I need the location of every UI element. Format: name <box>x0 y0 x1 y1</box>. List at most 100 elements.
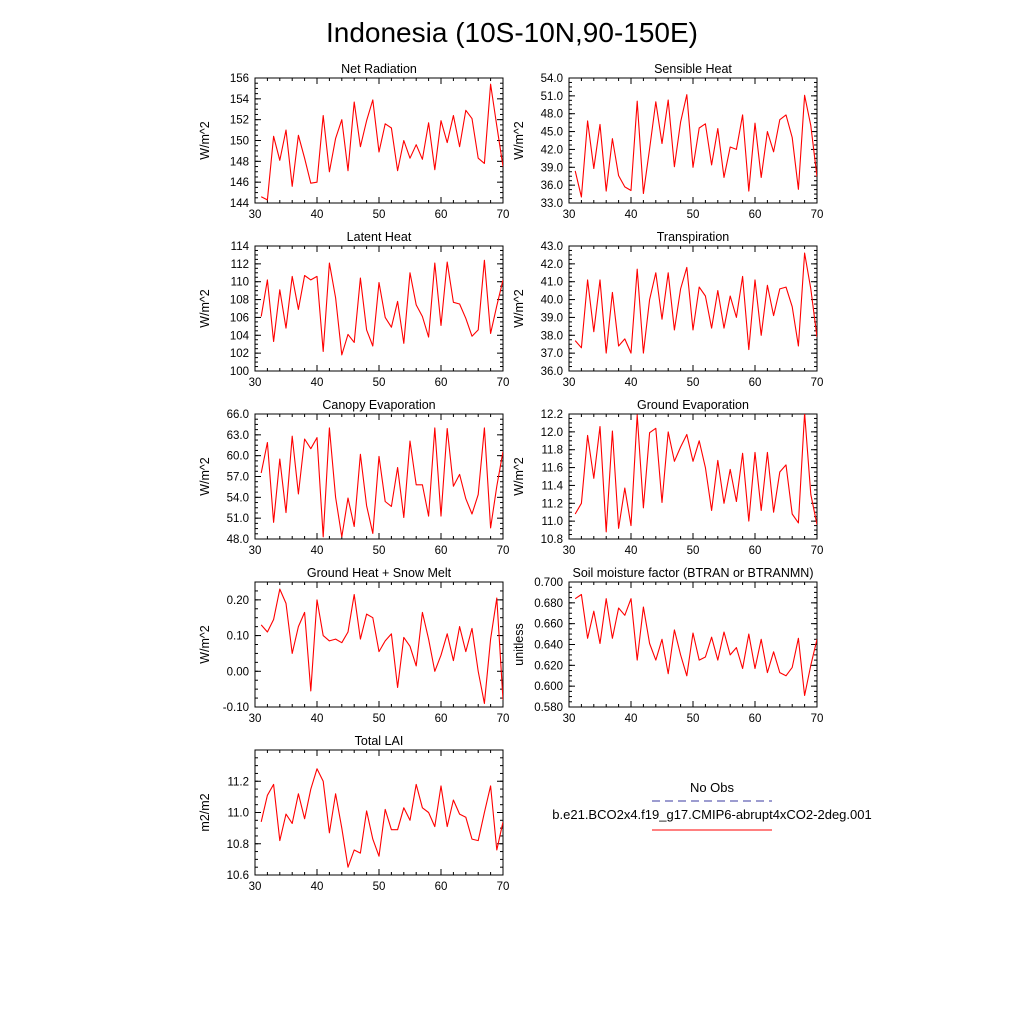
x-tick-label: 30 <box>563 545 576 557</box>
panels: Net Radiation W/m^2 30 40 50 60 70 144 146 148 150… <box>198 62 823 893</box>
y-tick-label: 48.0 <box>541 109 563 121</box>
x-tick-label: 40 <box>625 545 638 557</box>
panel-ground-evaporation: Ground Evaporation W/m^2 30 40 50 60 70 10.8 11.… <box>512 398 823 557</box>
y-axis-label: W/m^2 <box>512 121 526 160</box>
y-tick-label: 112 <box>231 259 249 271</box>
y-tick-label: 48.0 <box>227 534 249 546</box>
panel-canopy-evaporation: Canopy Evaporation W/m^2 30 40 50 60 70 48.0 51.… <box>198 398 509 557</box>
series-line <box>574 94 817 198</box>
panel-total-lai: Total LAI m2/m2 30 40 50 60 70 10.6 10.8 11.0 11.2 <box>198 734 509 893</box>
x-tick-label: 40 <box>625 209 638 221</box>
y-tick-label: -0.10 <box>223 702 249 714</box>
x-tick-label: 50 <box>373 377 386 389</box>
y-axis-label: W/m^2 <box>198 457 212 496</box>
y-axis-label: m2/m2 <box>198 793 212 831</box>
y-tick-label: 11.0 <box>541 516 563 528</box>
x-tick-label: 50 <box>373 881 386 893</box>
x-tick-label: 50 <box>373 545 386 557</box>
series-line <box>574 414 817 533</box>
panel-title: Total LAI <box>355 734 404 748</box>
panel-title: Canopy Evaporation <box>322 398 435 412</box>
y-tick-label: 152 <box>230 115 249 127</box>
x-tick-label: 40 <box>311 881 324 893</box>
y-tick-label: 102 <box>230 348 249 360</box>
panel-ground-heat-snow-melt: Ground Heat + Snow Melt W/m^2 30 40 50 60 70 -0… <box>198 566 509 725</box>
panel-transpiration: Transpiration W/m^2 30 40 50 60 70 36.0 37.0 38.0… <box>512 230 823 389</box>
x-tick-label: 70 <box>811 713 824 725</box>
x-tick-label: 30 <box>249 545 262 557</box>
y-axis-label: W/m^2 <box>512 457 526 496</box>
x-tick-label: 30 <box>563 713 576 725</box>
legend: No Obs b.e21.BCO2x4.f19_g17.CMIP6-abrupt… <box>552 780 872 831</box>
y-tick-label: 10.8 <box>541 534 563 546</box>
panel-title: Soil moisture factor (BTRAN or BTRANMN) <box>572 566 813 580</box>
x-tick-label: 70 <box>497 545 510 557</box>
x-tick-label: 30 <box>249 881 262 893</box>
x-tick-label: 60 <box>749 713 762 725</box>
y-tick-label: 36.0 <box>541 366 563 378</box>
x-tick-label: 50 <box>687 713 700 725</box>
series-line <box>574 593 817 697</box>
x-tick-label: 50 <box>687 209 700 221</box>
y-tick-label: 146 <box>230 177 249 189</box>
y-axis-label: W/m^2 <box>512 289 526 328</box>
y-tick-label: 0.660 <box>534 619 563 631</box>
panel-net-radiation: Net Radiation W/m^2 30 40 50 60 70 144 146 148 150… <box>198 62 509 221</box>
x-tick-label: 70 <box>811 545 824 557</box>
y-tick-label: 11.0 <box>227 808 249 820</box>
x-tick-label: 60 <box>749 377 762 389</box>
y-tick-label: 39.0 <box>541 312 563 324</box>
x-tick-label: 50 <box>373 209 386 221</box>
series-line <box>260 83 503 201</box>
panel-title: Transpiration <box>657 230 730 244</box>
y-tick-label: 0.680 <box>534 598 563 610</box>
y-tick-label: 11.8 <box>541 445 563 457</box>
y-tick-label: 41.0 <box>541 277 563 289</box>
y-tick-label: 104 <box>230 330 250 342</box>
x-tick-label: 60 <box>435 545 448 557</box>
y-tick-label: 51.0 <box>541 91 563 103</box>
y-tick-label: 12.2 <box>541 409 563 421</box>
panel-latent-heat: Latent Heat W/m^2 30 40 50 60 70 100 102 104 106 10… <box>198 230 509 389</box>
y-tick-label: 11.2 <box>541 498 563 510</box>
x-tick-label: 40 <box>311 377 324 389</box>
x-tick-label: 60 <box>435 209 448 221</box>
y-tick-label: 39.0 <box>541 162 563 174</box>
series-line <box>260 768 503 868</box>
y-tick-label: 12.0 <box>541 427 563 439</box>
y-tick-label: 150 <box>230 136 249 148</box>
y-tick-label: 156 <box>230 73 249 85</box>
y-tick-label: 51.0 <box>227 513 249 525</box>
y-axis-label: W/m^2 <box>198 289 212 328</box>
x-tick-label: 60 <box>435 713 448 725</box>
series-line <box>574 252 817 354</box>
x-tick-label: 30 <box>249 377 262 389</box>
y-tick-label: 54.0 <box>227 492 249 504</box>
y-tick-label: 40.0 <box>541 295 563 307</box>
x-tick-label: 60 <box>435 377 448 389</box>
x-tick-label: 30 <box>249 713 262 725</box>
y-tick-label: 0.620 <box>534 660 563 672</box>
x-tick-label: 60 <box>435 881 448 893</box>
x-tick-label: 70 <box>811 377 824 389</box>
y-tick-label: 33.0 <box>541 198 563 210</box>
y-tick-label: 63.0 <box>227 430 249 442</box>
y-tick-label: 60.0 <box>227 451 249 463</box>
y-axis-label: W/m^2 <box>198 625 212 664</box>
x-tick-label: 40 <box>311 545 324 557</box>
y-tick-label: 38.0 <box>541 330 563 342</box>
y-tick-label: 106 <box>230 312 249 324</box>
legend-label-model: b.e21.BCO2x4.f19_g17.CMIP6-abrupt4xCO2-2… <box>552 807 871 822</box>
y-tick-label: 0.00 <box>227 666 249 678</box>
y-axis-label: unitless <box>512 623 526 665</box>
x-tick-label: 60 <box>749 545 762 557</box>
x-tick-label: 70 <box>811 209 824 221</box>
y-tick-label: 45.0 <box>541 127 563 139</box>
x-tick-label: 50 <box>373 713 386 725</box>
y-tick-label: 0.600 <box>534 681 563 693</box>
x-tick-label: 30 <box>249 209 262 221</box>
series-line <box>260 427 503 538</box>
x-tick-label: 70 <box>497 881 510 893</box>
y-axis-label: W/m^2 <box>198 121 212 160</box>
y-tick-label: 0.700 <box>534 577 563 589</box>
